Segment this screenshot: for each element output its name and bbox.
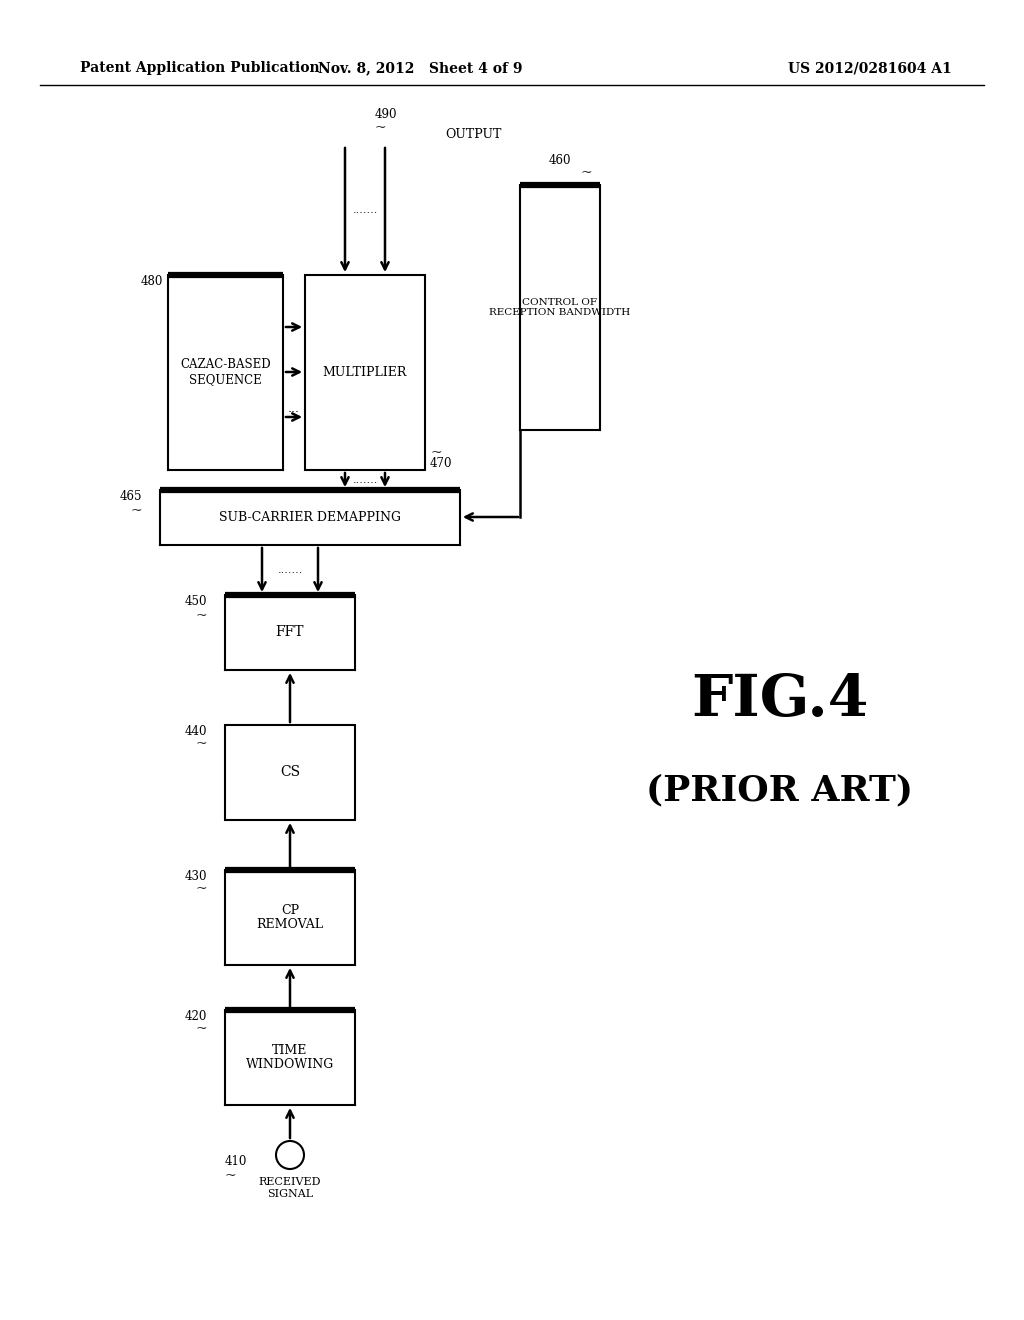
Text: ~: ~ [580,166,592,180]
Text: FFT: FFT [275,626,304,639]
Text: 440: 440 [184,725,207,738]
Text: 470: 470 [430,457,453,470]
Text: ~: ~ [196,737,207,751]
Text: CP
REMOVAL: CP REMOVAL [256,903,324,932]
Text: ~: ~ [196,609,207,623]
Text: 450: 450 [184,595,207,609]
Text: CS: CS [280,766,300,780]
Text: 430: 430 [184,870,207,883]
Text: MULTIPLIER: MULTIPLIER [323,366,408,379]
Text: 465: 465 [120,490,142,503]
Text: .......: ....... [352,205,378,215]
Text: 480: 480 [140,275,163,288]
Text: Nov. 8, 2012   Sheet 4 of 9: Nov. 8, 2012 Sheet 4 of 9 [317,61,522,75]
Text: ~: ~ [130,504,142,517]
Text: 410: 410 [225,1155,248,1168]
Text: Patent Application Publication: Patent Application Publication [80,61,319,75]
Text: 490: 490 [375,108,397,121]
Text: ~: ~ [196,882,207,896]
Bar [225,725,355,820]
Text: ~: ~ [375,121,387,135]
Text: ~: ~ [196,1022,207,1036]
Text: CONTROL OF
RECEPTION BANDWIDTH: CONTROL OF RECEPTION BANDWIDTH [489,298,631,317]
Text: .......: ....... [278,565,303,576]
Bar [305,275,425,470]
Text: US 2012/0281604 A1: US 2012/0281604 A1 [788,61,952,75]
Text: 460: 460 [549,154,571,168]
Text: ~: ~ [225,1170,237,1183]
Text: FIG.4: FIG.4 [691,672,868,729]
Text: ...: ... [288,403,300,416]
Text: (PRIOR ART): (PRIOR ART) [646,774,913,807]
Text: SUB-CARRIER DEMAPPING: SUB-CARRIER DEMAPPING [219,511,401,524]
Text: OUTPUT: OUTPUT [445,128,502,141]
Text: 420: 420 [184,1010,207,1023]
Text: .......: ....... [352,475,378,484]
Text: CAZAC-BASED
SEQUENCE: CAZAC-BASED SEQUENCE [180,359,270,387]
Text: TIME
WINDOWING: TIME WINDOWING [246,1044,334,1072]
Text: RECEIVED
SIGNAL: RECEIVED SIGNAL [259,1177,322,1199]
Text: ~: ~ [430,446,441,459]
